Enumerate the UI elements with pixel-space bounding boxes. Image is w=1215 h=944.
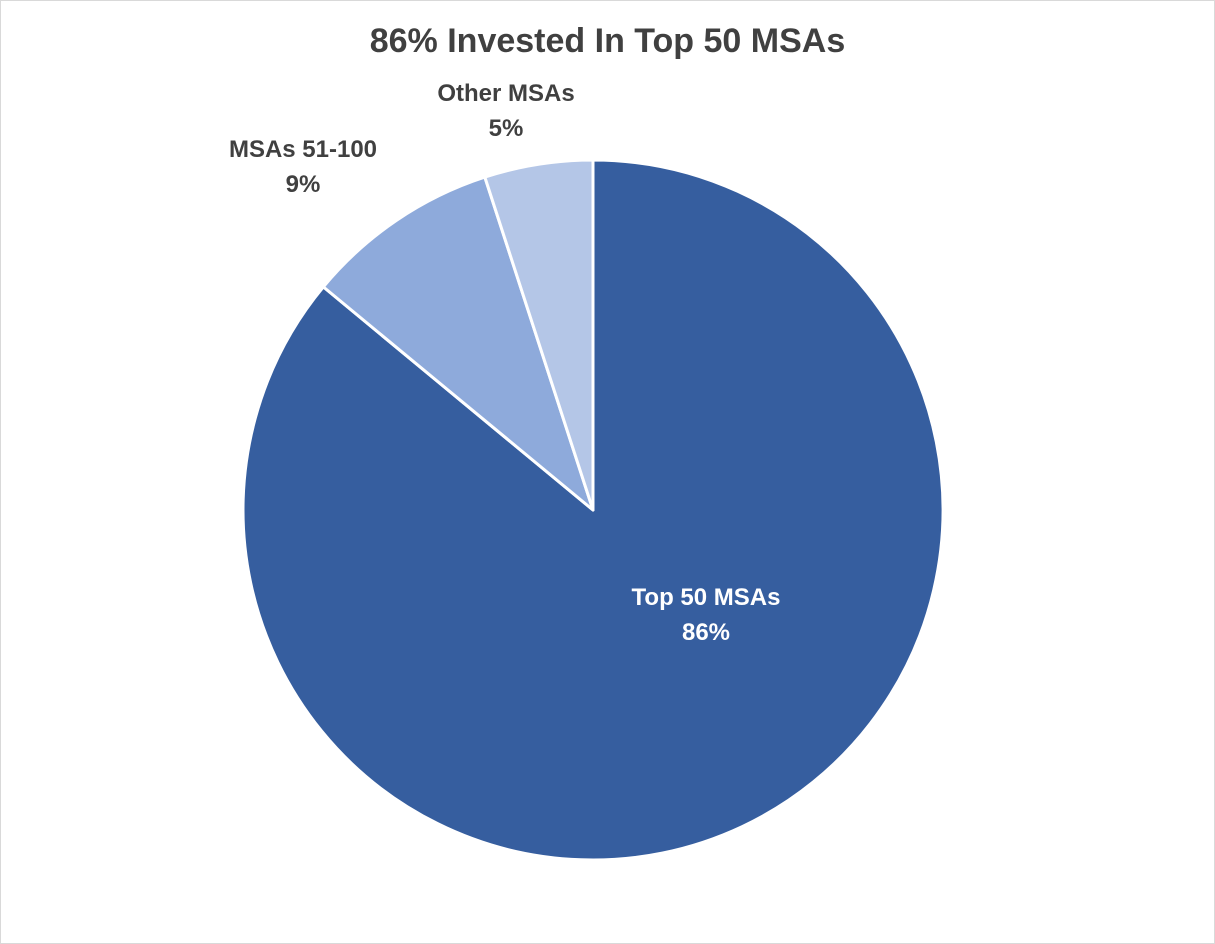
pie-labels: Top 50 MSAs 86% MSAs 51-100 9% Other MSAs 5% — [229, 80, 781, 646]
slice-value-label: 9% — [286, 171, 321, 198]
pie-slice-msas-51-100 — [321, 175, 595, 512]
pie-slices — [241, 158, 945, 862]
slice-label: Top 50 MSAs — [632, 584, 781, 611]
slice-value-label: 5% — [489, 115, 524, 142]
chart-title: 86% Invested In Top 50 MSAs — [369, 22, 846, 60]
slice-label: MSAs 51-100 — [229, 136, 377, 163]
slice-label: Other MSAs — [437, 80, 574, 107]
pie-slice-other-msas — [483, 158, 595, 512]
slice-value-label: 86% — [682, 619, 730, 646]
